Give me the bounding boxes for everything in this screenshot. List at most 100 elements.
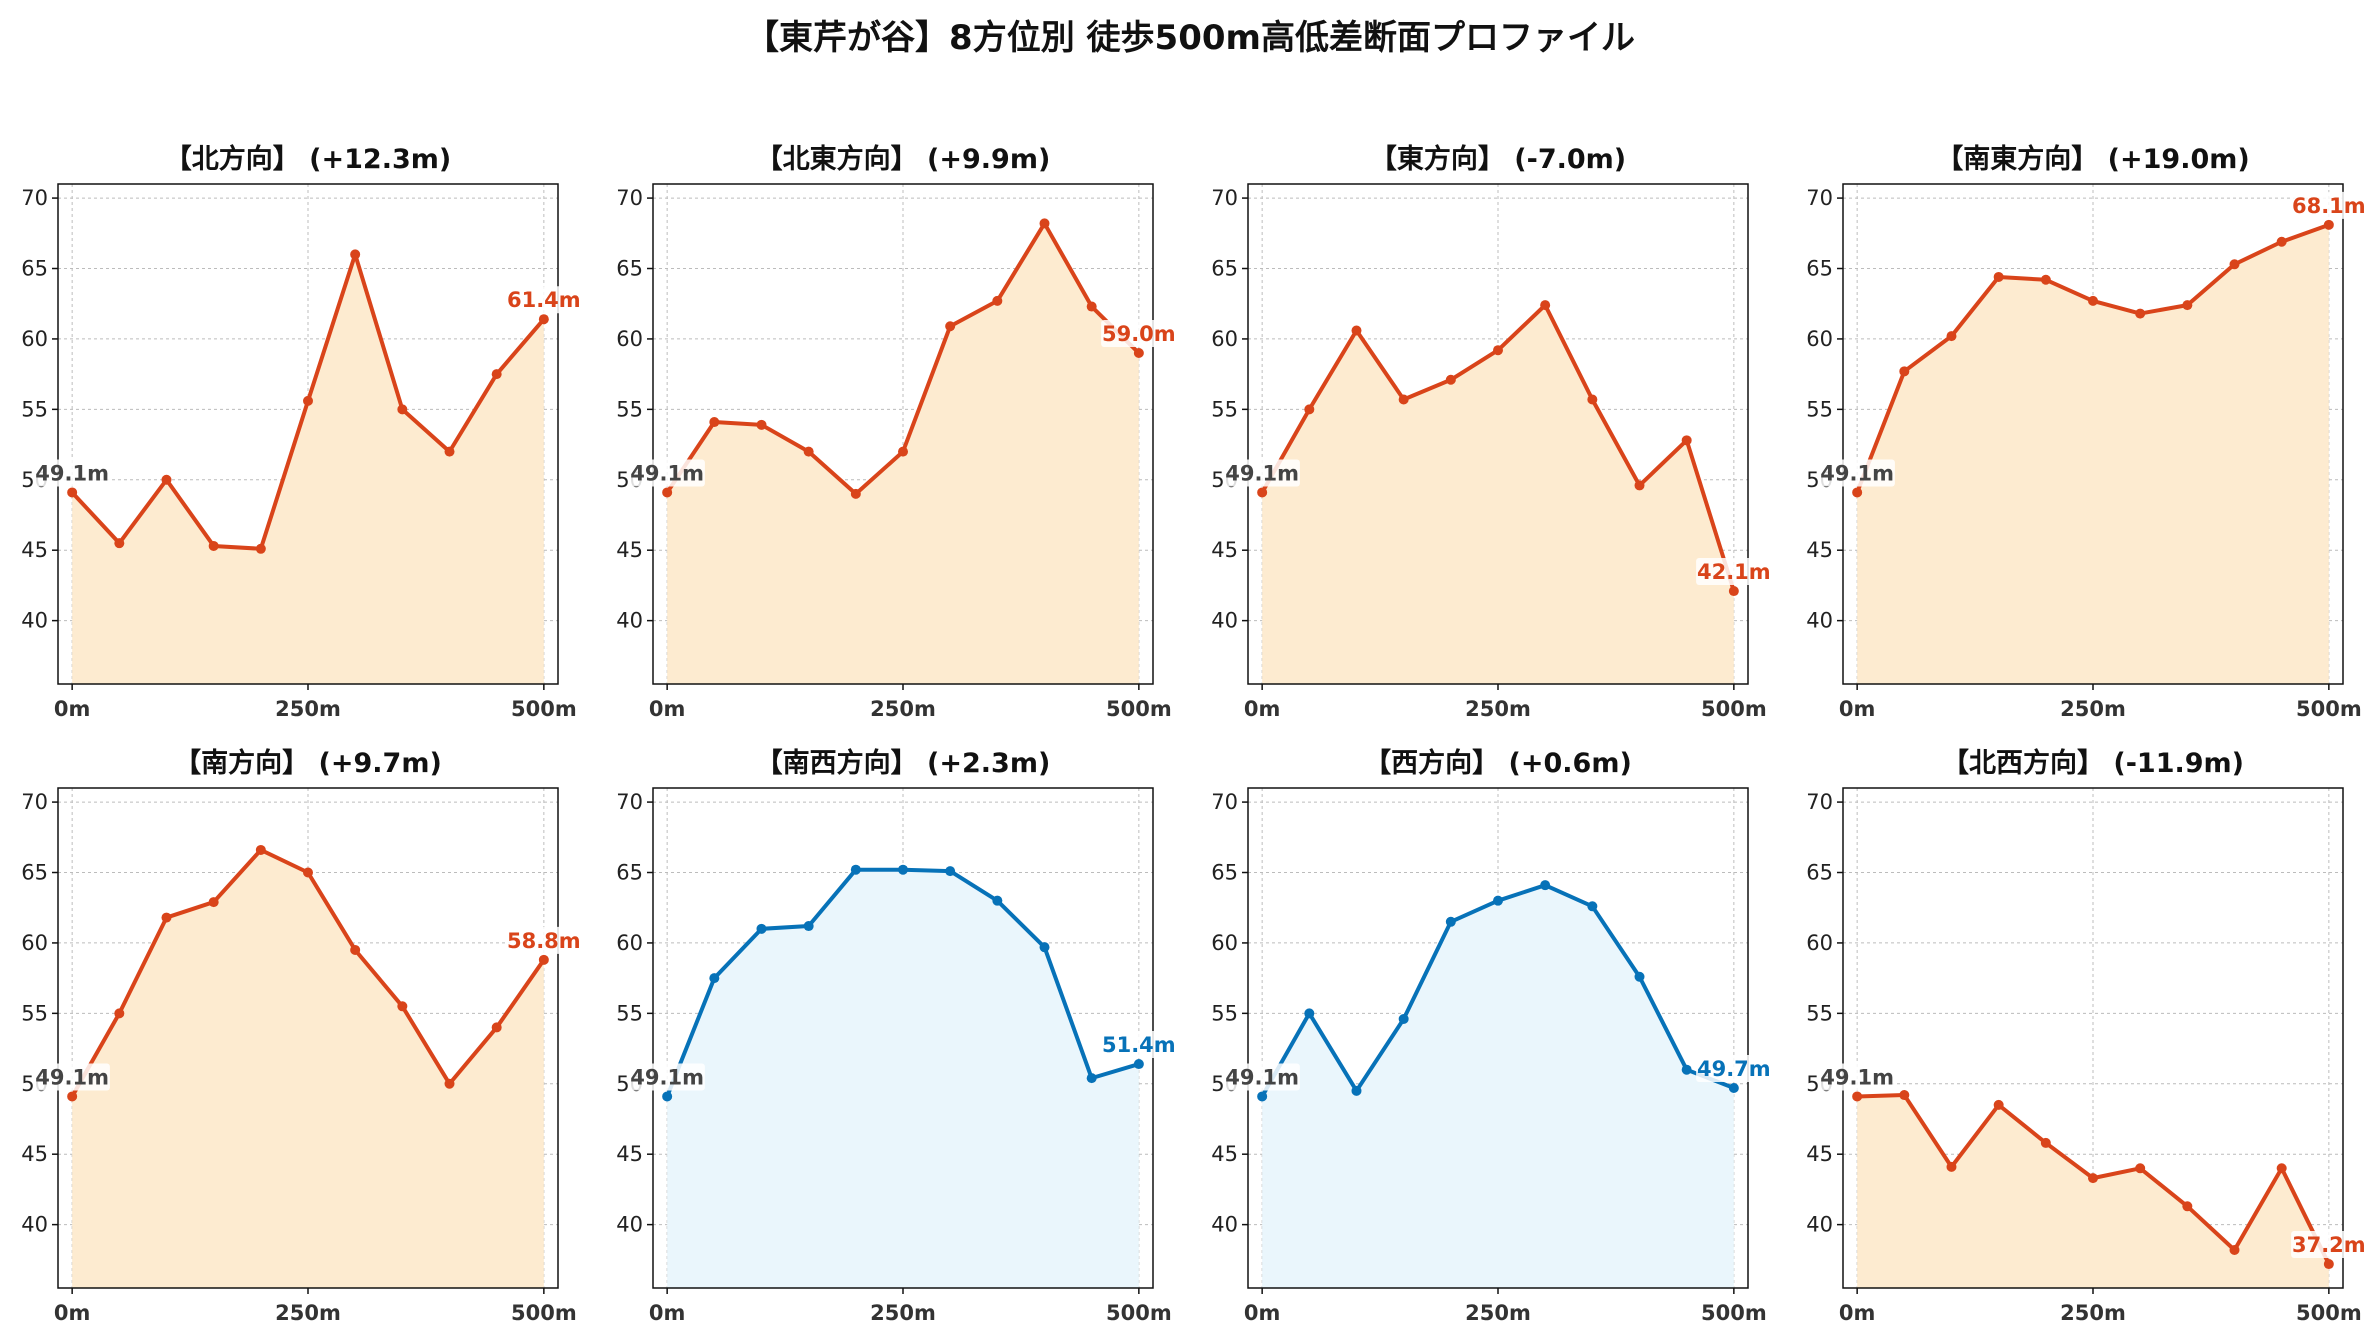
data-point (2276, 236, 2287, 247)
area-fill (72, 254, 544, 684)
data-point (1133, 348, 1144, 359)
end-value-label: 68.1m (2292, 194, 2366, 218)
start-value-label: 49.1m (630, 461, 704, 485)
data-point (397, 404, 408, 415)
panel-title: 【北東方向】 (+9.9m) (756, 143, 1051, 175)
start-value-label: 49.1m (35, 461, 109, 485)
y-tick-label: 40 (1211, 1213, 1238, 1237)
y-tick-label: 65 (1806, 861, 1833, 885)
y-tick-label: 55 (21, 397, 48, 421)
y-tick-label: 60 (1211, 931, 1238, 955)
x-tick-label: 250m (870, 697, 936, 721)
y-tick-label: 60 (21, 327, 48, 351)
panel-5: 【南方向】 (+9.7m)404550556065700m250m500m49.… (21, 747, 582, 1325)
data-point (2276, 1163, 2287, 1174)
data-point (1351, 1085, 1362, 1096)
data-point (1852, 487, 1863, 498)
y-tick-label: 45 (21, 1142, 48, 1166)
y-tick-label: 55 (616, 397, 643, 421)
data-point (1946, 331, 1957, 342)
y-tick-label: 60 (1806, 931, 1833, 955)
panel-7: 【西方向】 (+0.6m)404550556065700m250m500m49.… (1211, 747, 1772, 1325)
data-point (350, 249, 361, 260)
data-point (2135, 1163, 2146, 1174)
y-tick-label: 40 (1806, 1213, 1833, 1237)
main-title: 【東芹が谷】8方位別 徒歩500m高低差断面プロファイル (745, 18, 1635, 58)
area-fill (72, 849, 544, 1288)
data-point (2229, 259, 2240, 270)
y-tick-label: 70 (1211, 186, 1238, 210)
y-tick-label: 40 (616, 609, 643, 633)
data-point (756, 419, 767, 430)
x-tick-label: 500m (1701, 1301, 1767, 1325)
data-point (303, 395, 313, 406)
x-tick-label: 500m (2296, 1301, 2362, 1325)
data-point (1728, 1083, 1739, 1093)
area-fill (1857, 1095, 2329, 1288)
x-tick-label: 250m (870, 1301, 936, 1325)
data-point (538, 954, 549, 965)
data-point (803, 921, 814, 932)
start-value-label-bg (1224, 1063, 1300, 1091)
data-point (1304, 404, 1315, 415)
x-tick-label: 0m (1839, 697, 1876, 721)
data-point (945, 321, 956, 332)
end-value-label: 51.4m (1102, 1033, 1176, 1057)
y-tick-label: 65 (616, 861, 643, 885)
x-tick-label: 250m (2060, 1301, 2126, 1325)
data-point (1133, 1059, 1144, 1070)
end-value-label-bg (1101, 1031, 1177, 1059)
data-point (850, 488, 861, 499)
start-value-label-bg (629, 459, 705, 487)
x-tick-label: 0m (54, 697, 91, 721)
x-tick-label: 0m (54, 1301, 91, 1325)
data-point (303, 867, 313, 878)
y-tick-label: 70 (616, 790, 643, 814)
panel-title: 【北西方向】 (-11.9m) (1942, 747, 2244, 779)
data-point (1587, 394, 1598, 405)
data-point (2323, 1259, 2334, 1270)
y-tick-label: 55 (1806, 397, 1833, 421)
end-value-label-bg (1696, 558, 1772, 586)
panel-title: 【南東方向】 (+19.0m) (1936, 143, 2249, 175)
data-point (350, 944, 361, 955)
x-tick-label: 500m (511, 1301, 577, 1325)
x-tick-label: 500m (1106, 697, 1172, 721)
data-point (491, 1022, 502, 1033)
y-tick-label: 40 (616, 1213, 643, 1237)
panel-4: 【南東方向】 (+19.0m)404550556065700m250m500m4… (1806, 143, 2367, 721)
x-tick-label: 0m (649, 697, 686, 721)
y-tick-label: 40 (21, 1213, 48, 1237)
end-value-label: 61.4m (507, 288, 581, 312)
data-point (161, 474, 172, 485)
end-value-label: 59.0m (1102, 322, 1176, 346)
data-point (1445, 374, 1456, 385)
start-value-label-bg (34, 459, 110, 487)
data-point (114, 538, 125, 549)
y-tick-label: 65 (21, 257, 48, 281)
data-point (2323, 219, 2334, 230)
data-point (709, 973, 720, 984)
data-point (1086, 1073, 1097, 1084)
end-value-label: 37.2m (2292, 1233, 2366, 1257)
start-value-label-bg (1819, 459, 1895, 487)
data-point (1993, 1099, 2004, 1110)
y-tick-label: 45 (1211, 538, 1238, 562)
y-tick-label: 55 (1211, 397, 1238, 421)
start-value-label: 49.1m (35, 1065, 109, 1089)
data-point (709, 417, 720, 428)
data-point (1634, 480, 1645, 491)
panel-6: 【南西方向】 (+2.3m)404550556065700m250m500m49… (616, 747, 1177, 1325)
data-point (1039, 942, 1050, 953)
area-fill (667, 869, 1139, 1288)
y-tick-label: 45 (616, 1142, 643, 1166)
data-point (1993, 271, 2004, 282)
y-tick-label: 70 (21, 790, 48, 814)
data-point (2229, 1244, 2240, 1255)
data-point (1540, 300, 1551, 311)
x-tick-label: 250m (1465, 697, 1531, 721)
y-tick-label: 70 (21, 186, 48, 210)
x-tick-label: 500m (1701, 697, 1767, 721)
end-value-label: 49.7m (1697, 1057, 1771, 1081)
